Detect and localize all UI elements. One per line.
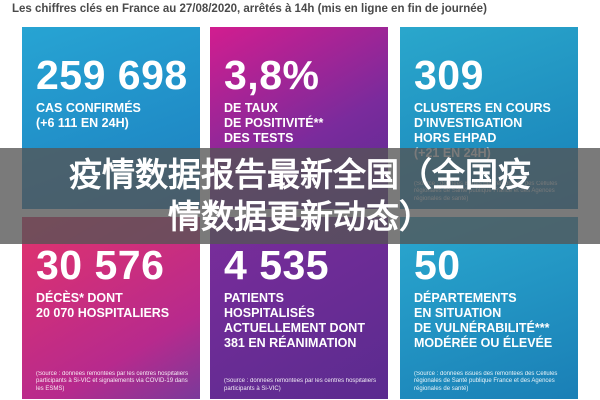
stat-label: CAS CONFIRMÉS (+6 111 EN 24H) (36, 101, 200, 131)
label-line: MODÉRÉE OU ÉLEVÉE (414, 336, 553, 350)
stat-number: 3,8% (224, 52, 320, 98)
stat-label: DÉCÈS* DONT 20 070 HOSPITALIERS (36, 291, 200, 321)
label-line: 381 EN RÉANIMATION (224, 336, 357, 350)
stat-number: 4 535 (224, 242, 330, 288)
label-line: (+6 111 EN 24H) (36, 116, 129, 130)
label-line: DÉPARTEMENTS (414, 291, 517, 305)
stat-number: 50 (414, 242, 461, 288)
source-note: (Source : données issues des remontées d… (414, 370, 558, 392)
label-line: DES TESTS (224, 131, 294, 145)
label-line: 20 070 HOSPITALIERS (36, 306, 170, 320)
label-line: DE TAUX (224, 101, 278, 115)
banner: 疫情数据报告最新全国（全国疫情数据更新动态） (0, 148, 600, 244)
source-note: (Source : données remontées par les cent… (36, 370, 189, 392)
label-line: CLUSTERS EN COURS (414, 101, 551, 115)
label-line: DÉCÈS* DONT (36, 291, 123, 305)
stat-number: 259 698 (36, 52, 188, 98)
stat-label: DE TAUX DE POSITIVITÉ** DES TESTS (224, 101, 388, 146)
stat-number: 30 576 (36, 242, 165, 288)
label-line: CAS CONFIRMÉS (36, 101, 141, 115)
stat-label: DÉPARTEMENTS EN SITUATION DE VULNÉRABILITÉ… (414, 291, 578, 351)
stat-tile: 50 DÉPARTEMENTS EN SITUATION DE VULNÉRABILI… (400, 217, 578, 399)
stat-tile: 4 535 PATIENTS HOSPITALISÉS ACTUELLEMENT DO… (210, 217, 388, 399)
label-line: DE VULNÉRABILITÉ*** (414, 321, 550, 335)
label-line: PATIENTS (224, 291, 284, 305)
banner-title: 疫情数据报告最新全国（全国疫情数据更新动态） (69, 155, 531, 236)
label-line: ACTUELLEMENT DONT (224, 321, 365, 335)
label-line: D'INVESTIGATION (414, 116, 523, 130)
label-line: DE POSITIVITÉ** (224, 116, 324, 130)
header-title: Les chiffres clés en France au 27/08/202… (12, 3, 487, 15)
source-note: (Source : données remontées par les cent… (224, 378, 377, 392)
label-line: HOSPITALISÉS (224, 306, 315, 320)
stat-tile: 30 576 DÉCÈS* DONT 20 070 HOSPITALIERS (Sou… (22, 217, 200, 399)
stat-number: 309 (414, 52, 484, 98)
stat-label: PATIENTS HOSPITALISÉS ACTUELLEMENT DONT 381… (224, 291, 388, 351)
label-line: EN SITUATION (414, 306, 502, 320)
label-line: HORS EHPAD (414, 131, 497, 145)
